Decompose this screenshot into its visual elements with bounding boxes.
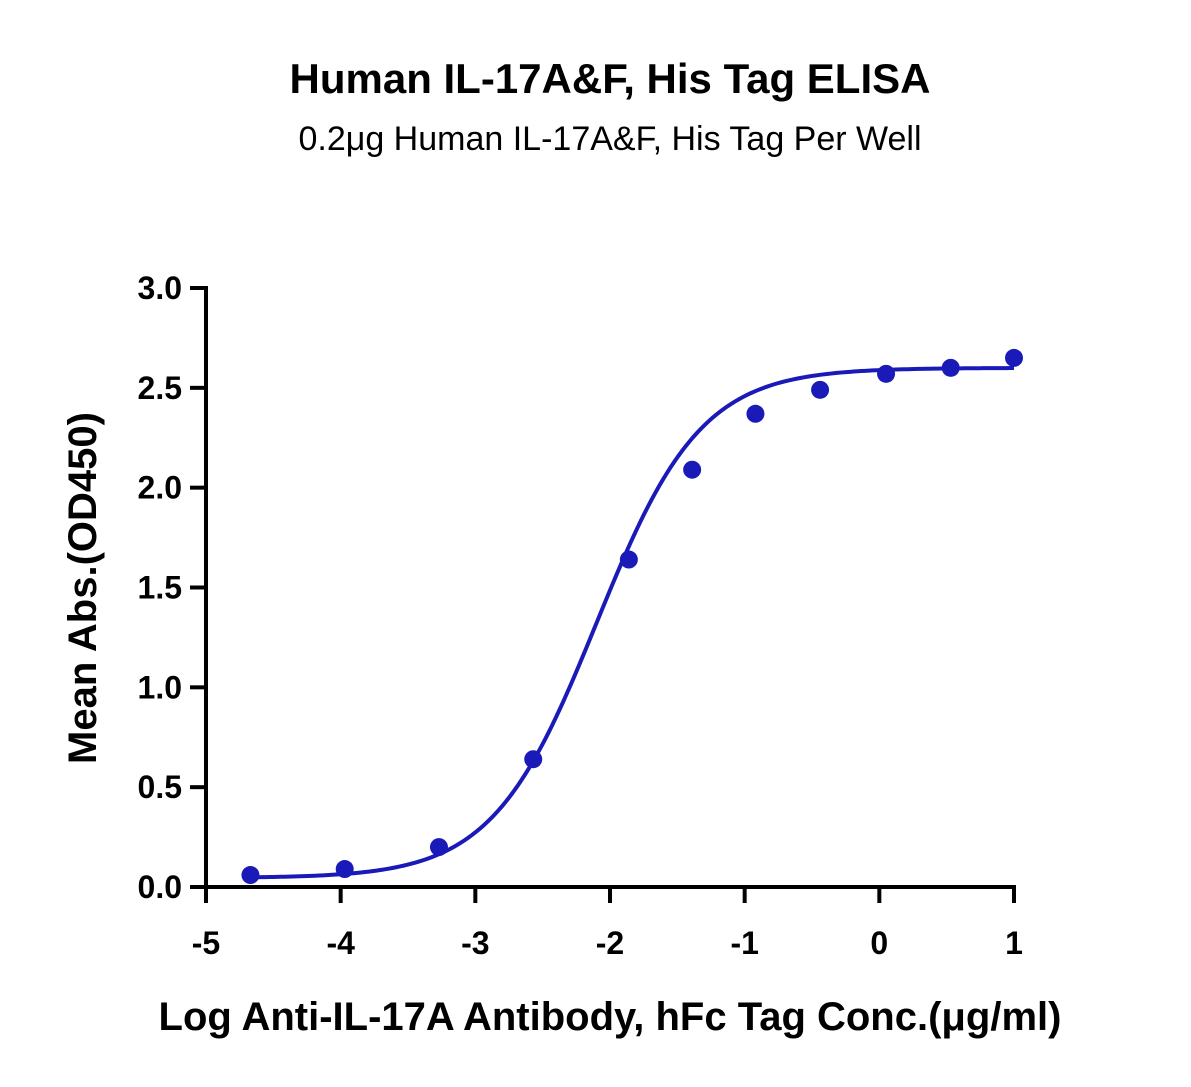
y-axis-label: Mean Abs.(OD450) [61,412,105,764]
fit-curve-layer [250,366,1015,880]
data-point [683,460,702,479]
data-point [811,380,830,399]
y-tick-label: 0.0 [138,869,182,905]
data-point [335,860,354,879]
x-axis: -5 -4 -3 -2 -1 0 1 [192,885,1023,961]
x-tick-label: -1 [730,925,758,961]
y-tick-label: 3.0 [138,270,182,306]
data-point [619,550,638,569]
x-tick-label: -4 [326,925,355,961]
y-tick-label: 0.5 [138,769,182,805]
chart-subtitle: 0.2μg Human IL-17A&F, His Tag Per Well [298,120,921,158]
data-point [241,866,260,885]
y-tick-label: 2.5 [138,370,182,406]
data-point [429,838,448,857]
x-tick-label: -3 [461,925,489,961]
data-point [746,404,765,423]
data-point [524,750,543,769]
fit-curve [250,366,1015,880]
x-tick-label: 0 [870,925,888,961]
y-axis: 0.0 0.5 1.0 1.5 2.0 2.5 3.0 [138,270,208,905]
chart-title: Human IL-17A&F, His Tag ELISA [290,55,931,102]
x-tick-label: -2 [596,925,624,961]
y-tick-label: 1.5 [138,570,182,606]
x-tick-label: -5 [192,925,220,961]
y-tick-label: 2.0 [138,470,182,506]
data-point [1005,348,1023,367]
y-tick-label: 1.0 [138,669,182,705]
x-axis-label: Log Anti-IL-17A Antibody, hFc Tag Conc.(… [159,995,1062,1039]
data-point [941,358,960,377]
data-point [877,364,896,383]
data-points-layer [241,348,1023,885]
x-tick-label: 1 [1005,925,1023,961]
